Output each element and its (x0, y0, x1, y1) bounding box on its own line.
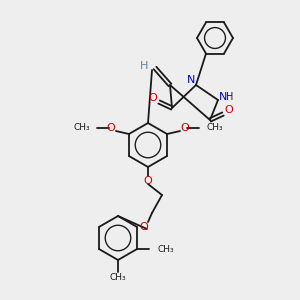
Text: CH₃: CH₃ (206, 124, 223, 133)
Text: O: O (148, 93, 158, 103)
Text: O: O (144, 176, 152, 186)
Text: N: N (219, 92, 227, 102)
Text: CH₃: CH₃ (157, 244, 174, 253)
Text: O: O (140, 222, 148, 232)
Text: O: O (181, 123, 189, 133)
Text: H: H (226, 92, 234, 102)
Text: O: O (106, 123, 115, 133)
Text: H: H (140, 61, 148, 71)
Text: O: O (225, 105, 233, 115)
Text: CH₃: CH₃ (110, 274, 126, 283)
Text: CH₃: CH₃ (73, 124, 90, 133)
Text: N: N (187, 75, 195, 85)
